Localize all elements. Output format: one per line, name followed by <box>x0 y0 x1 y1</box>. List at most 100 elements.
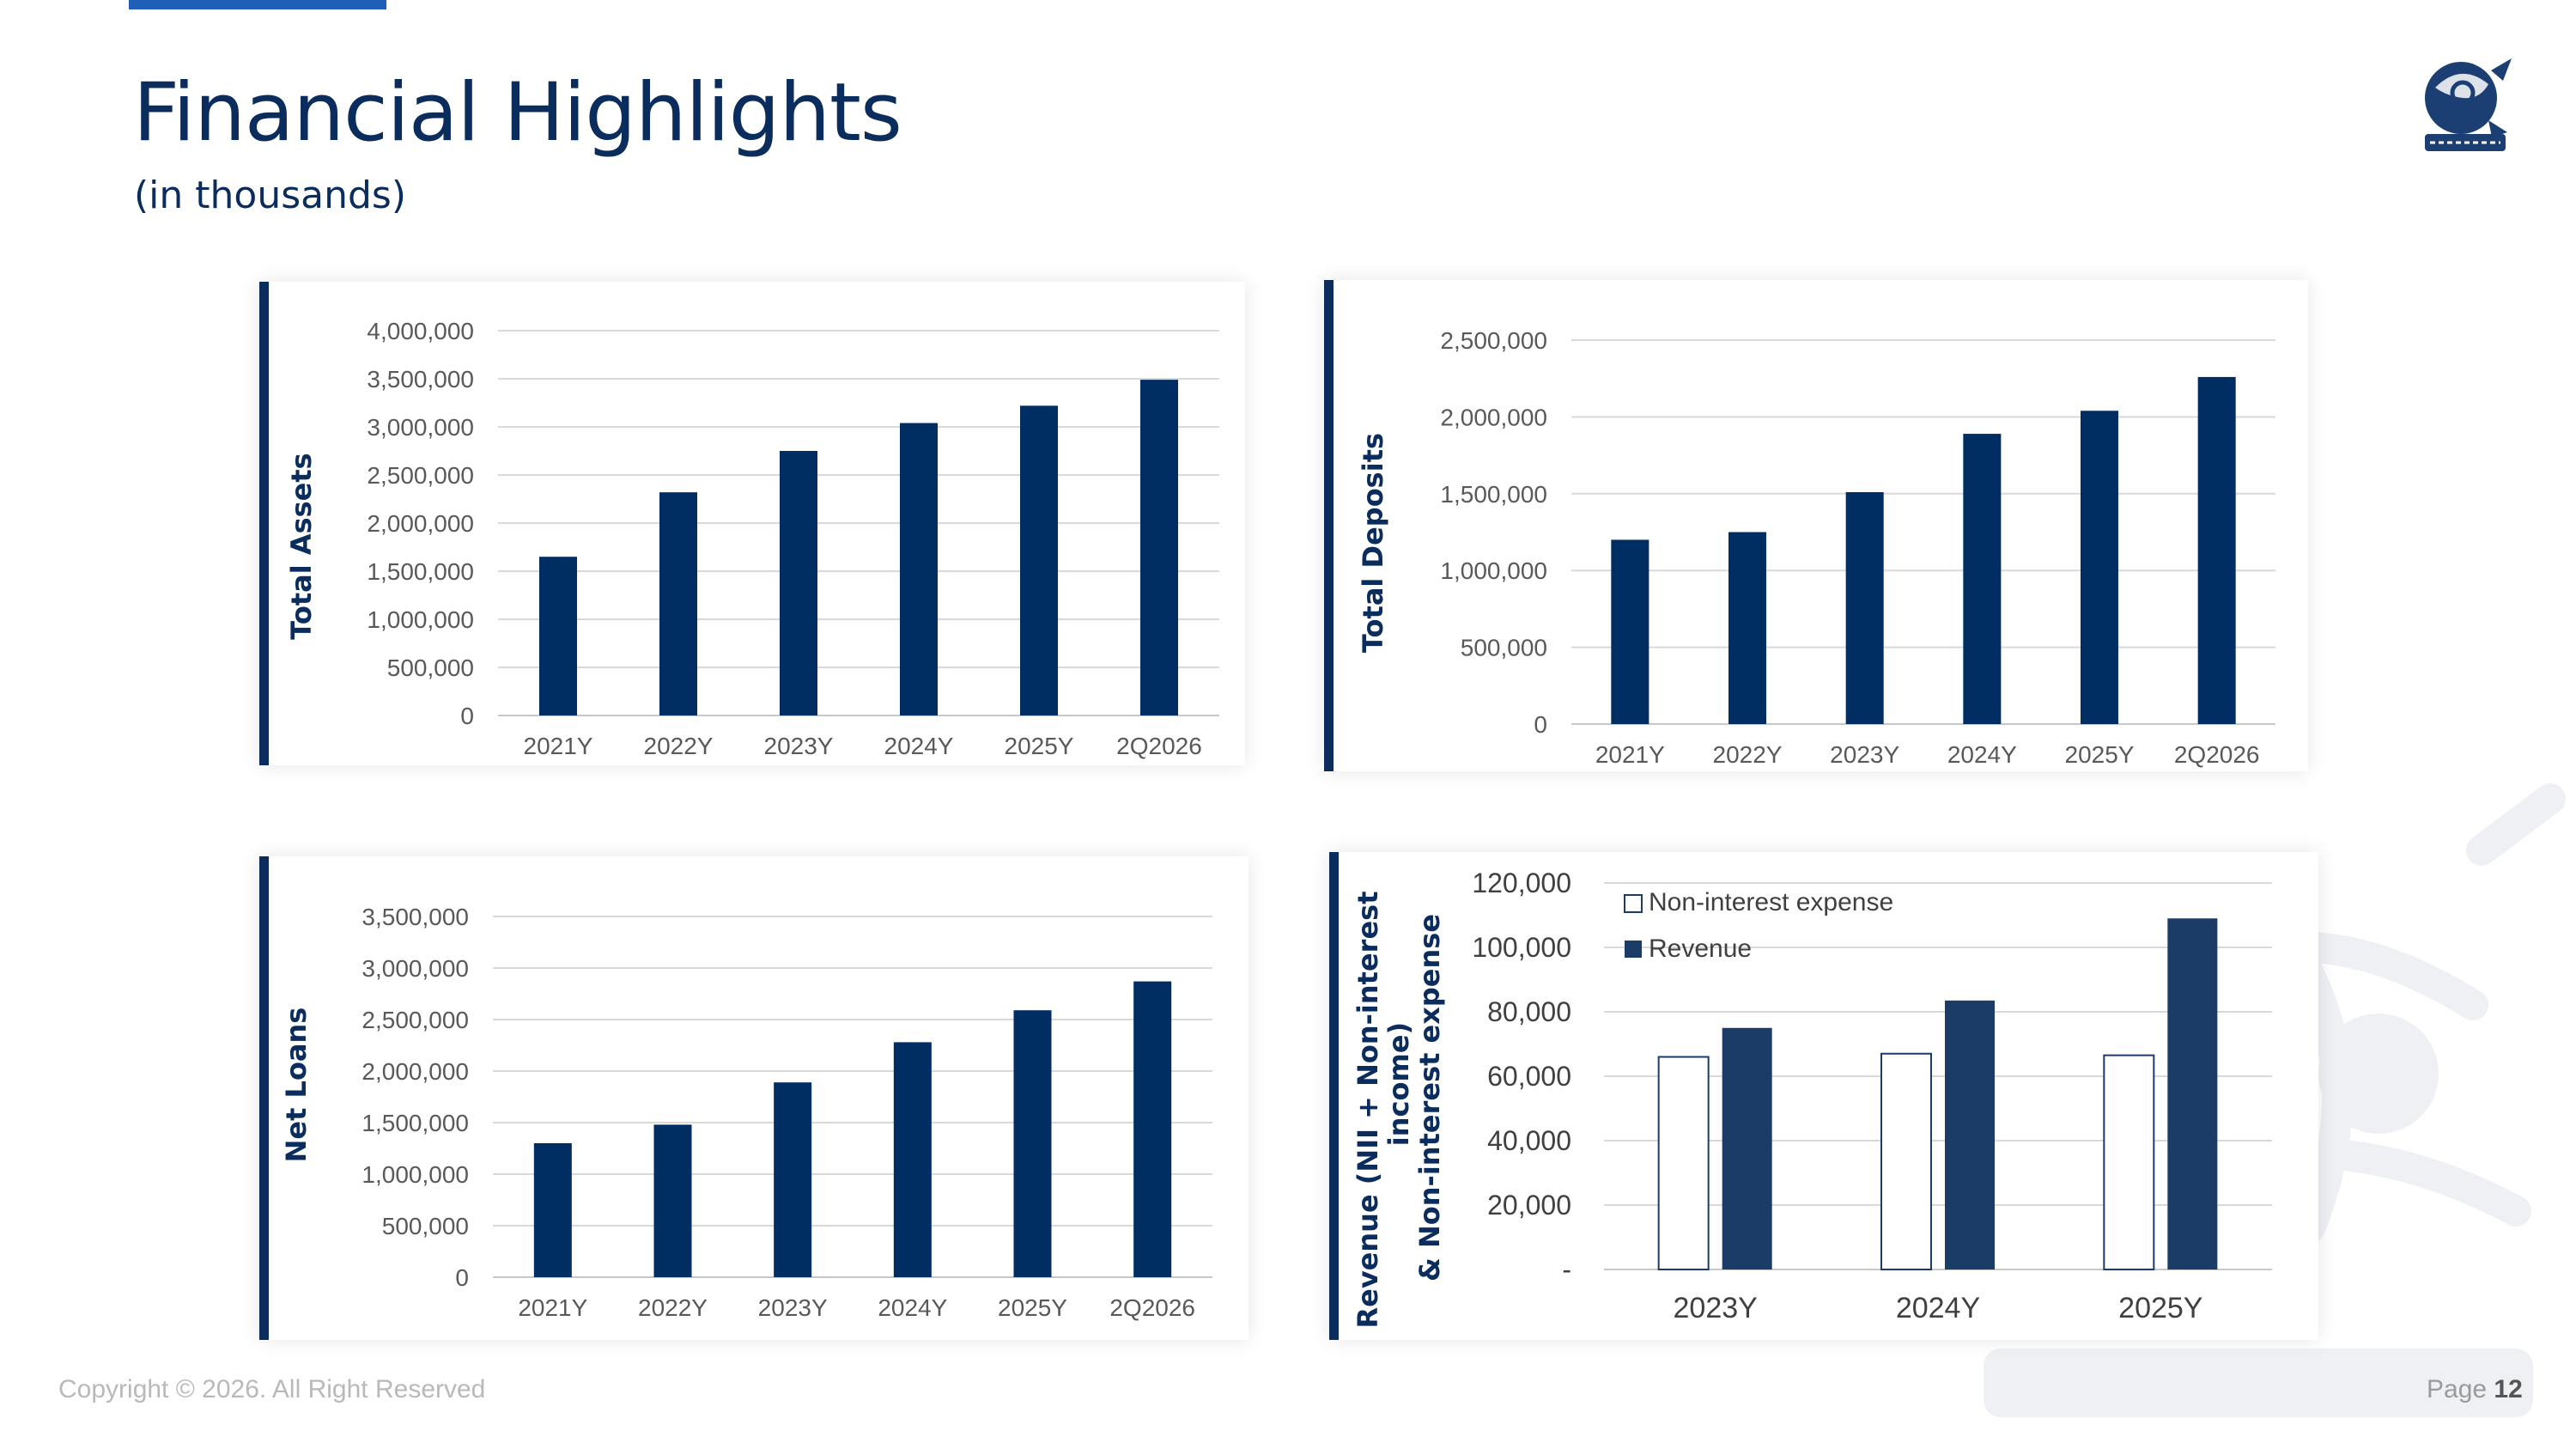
bar-revenue <box>1722 1027 1772 1269</box>
x-tick-label: 2024Y <box>1896 1292 1980 1324</box>
y-tick-label: 0 <box>455 1264 469 1291</box>
bar <box>533 1143 572 1277</box>
x-tick-label: 2021Y <box>518 1294 587 1321</box>
panel-accent <box>1324 280 1334 771</box>
y-tick-label: 1,000,000 <box>367 606 474 633</box>
y-axis-title: Total Assets <box>285 453 318 639</box>
bar <box>1020 405 1058 715</box>
bar <box>893 1042 932 1277</box>
panel-accent <box>259 856 269 1340</box>
bar <box>774 1082 812 1277</box>
y-tick-label: 2,000,000 <box>1440 404 1547 430</box>
total-deposits-chart: 0 500,000 1,000,000 1,500,000 2,000,000 2,500… <box>1357 327 2275 768</box>
page-number: Page 12 <box>2427 1375 2523 1404</box>
y-tick-label: 1,500,000 <box>367 558 474 585</box>
y-tick-label: 100,000 <box>1472 932 1571 963</box>
bar-revenue <box>2167 918 2218 1269</box>
y-axis-title-line: Revenue (NII + Non-interest <box>1352 891 1384 1328</box>
bar <box>659 492 697 715</box>
x-tick-label: 2Q2026 <box>2174 741 2260 768</box>
y-tick-label: 2,500,000 <box>1440 327 1547 354</box>
x-tick-label: 2022Y <box>638 1294 708 1321</box>
x-tick-label: 2022Y <box>644 733 714 759</box>
legend-swatch-non-interest-expense <box>1624 894 1643 913</box>
y-tick-label: 80,000 <box>1487 996 1571 1027</box>
y-tick-label: 500,000 <box>382 1213 469 1239</box>
bar <box>539 557 577 715</box>
bar <box>2081 411 2118 724</box>
panel-accent <box>1329 852 1339 1340</box>
bar-non-interest-expense <box>2103 1054 2155 1270</box>
bar-non-interest-expense <box>1880 1052 1932 1270</box>
net-loans-chart: 0 500,000 1,000,000 1,500,000 2,000,000 2,500… <box>280 904 1212 1321</box>
total-deposits-chart-panel: 0 500,000 1,000,000 1,500,000 2,000,000 2,500… <box>1324 280 2308 771</box>
bar <box>1140 380 1178 715</box>
net-loans-chart-panel: 0 500,000 1,000,000 1,500,000 2,000,000 2,500… <box>259 856 1249 1340</box>
x-tick-label: 2021Y <box>1595 741 1665 768</box>
y-tick-label: 3,000,000 <box>361 955 469 982</box>
y-tick-label: 4,000,000 <box>367 318 474 344</box>
copyright-notice: Copyright © 2026. All Right Reserved <box>58 1375 486 1403</box>
accent-bar <box>129 0 386 9</box>
revenue-expense-chart: - 20,000 40,000 60,000 80,000 100,000 120,000 2… <box>1352 868 2272 1329</box>
page-title: Financial Highlights <box>133 66 902 160</box>
x-tick-label: 2024Y <box>884 733 954 759</box>
y-tick-label: 1,000,000 <box>361 1161 469 1188</box>
bar <box>2197 376 2236 724</box>
bar <box>780 451 817 715</box>
x-tick-label: 2025Y <box>2065 741 2135 768</box>
panel-accent <box>259 282 269 765</box>
y-tick-label: 3,500,000 <box>367 366 474 393</box>
x-tick-label: 2Q2026 <box>1116 733 1202 759</box>
revenue-expense-chart-panel: - 20,000 40,000 60,000 80,000 100,000 120,000 2… <box>1329 852 2318 1340</box>
bar <box>653 1124 692 1277</box>
y-tick-label: 3,000,000 <box>367 414 474 441</box>
bar <box>1963 434 2002 724</box>
y-tick-label: 1,000,000 <box>1440 557 1547 584</box>
y-tick-label: 500,000 <box>1461 635 1547 661</box>
page-label: Page <box>2427 1375 2488 1403</box>
y-tick-label: - <box>1562 1254 1571 1285</box>
y-tick-label: 1,500,000 <box>1440 481 1547 508</box>
x-tick-label: 2Q2026 <box>1109 1294 1195 1321</box>
y-axis-title: Net Loans <box>280 1008 313 1163</box>
bar <box>1728 532 1766 724</box>
x-tick-label: 2025Y <box>2118 1292 2202 1324</box>
company-logo <box>2425 58 2512 151</box>
y-tick-label: 60,000 <box>1487 1061 1571 1092</box>
x-tick-label: 2024Y <box>1947 741 2017 768</box>
page-number-value: 12 <box>2494 1375 2523 1403</box>
y-tick-label: 40,000 <box>1487 1125 1571 1156</box>
bar-non-interest-expense <box>1657 1056 1710 1270</box>
y-tick-label: 2,500,000 <box>361 1007 469 1033</box>
y-tick-label: 0 <box>460 703 474 729</box>
y-tick-label: 2,000,000 <box>367 510 474 537</box>
x-tick-label: 2023Y <box>1674 1292 1758 1324</box>
x-tick-label: 2025Y <box>1005 733 1074 759</box>
y-tick-label: 500,000 <box>387 654 474 681</box>
y-axis-title-line: income) <box>1382 1022 1415 1146</box>
bar <box>900 423 938 715</box>
x-tick-label: 2024Y <box>878 1294 947 1321</box>
y-tick-label: 3,500,000 <box>361 904 469 930</box>
y-tick-label: 120,000 <box>1472 868 1571 898</box>
x-tick-label: 2025Y <box>998 1294 1067 1321</box>
bar <box>1013 1010 1052 1277</box>
y-tick-label: 2,000,000 <box>361 1058 469 1085</box>
legend-swatch-revenue <box>1625 941 1642 958</box>
x-tick-label: 2023Y <box>764 733 834 759</box>
y-axis-title-line: & Non-interest expense <box>1413 914 1446 1282</box>
x-tick-label: 2021Y <box>524 733 593 759</box>
page-subtitle: (in thousands) <box>134 174 407 217</box>
y-tick-label: 1,500,000 <box>361 1110 469 1136</box>
legend-label: Revenue <box>1649 935 1752 963</box>
y-tick-label: 2,500,000 <box>367 462 474 489</box>
legend-label: Non-interest expense <box>1649 888 1893 916</box>
total-assets-chart-panel: 0 500,000 1,000,000 1,500,000 2,000,000 2,500… <box>259 282 1245 765</box>
total-assets-chart: 0 500,000 1,000,000 1,500,000 2,000,000 2,500… <box>285 318 1219 759</box>
bar <box>1133 981 1172 1277</box>
y-axis-title: Total Deposits <box>1357 433 1389 653</box>
x-tick-label: 2023Y <box>1830 741 1899 768</box>
bar <box>1845 492 1884 724</box>
y-tick-label: 20,000 <box>1487 1190 1571 1221</box>
